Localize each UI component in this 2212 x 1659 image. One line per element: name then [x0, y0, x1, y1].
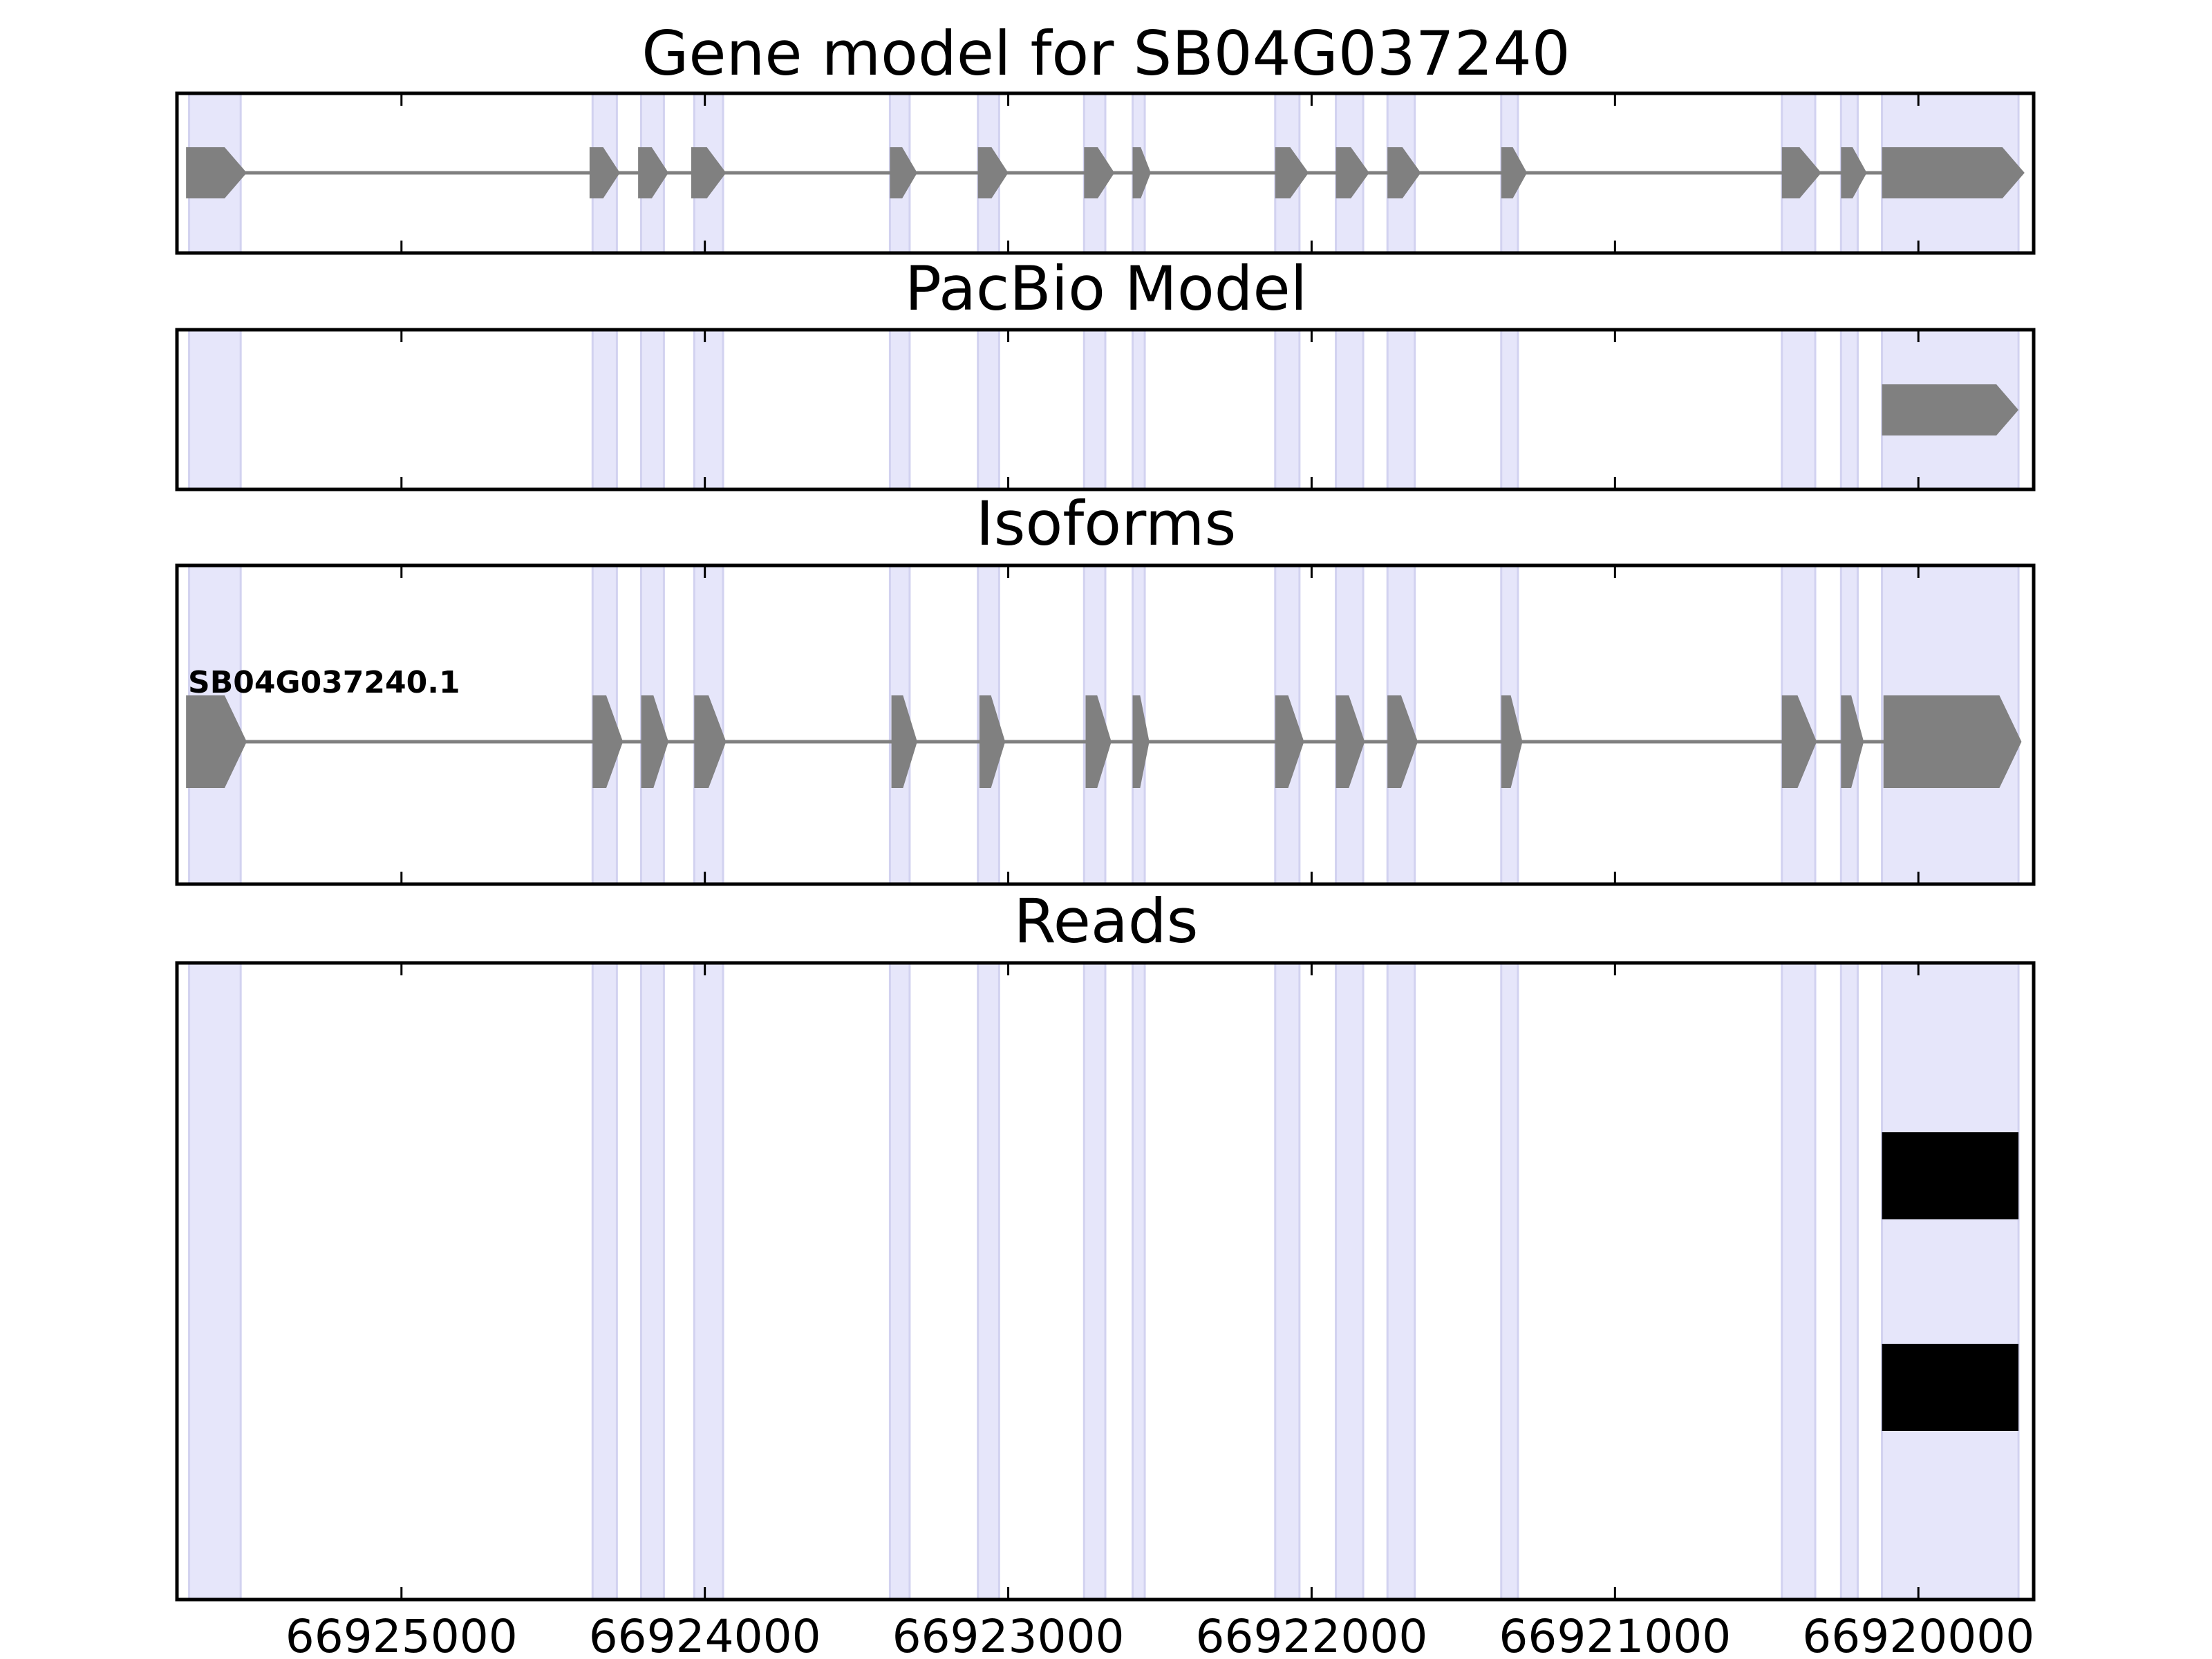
gene-model-panel: Gene model for SB04G037240 [175, 18, 2036, 255]
exon-block [1882, 147, 2025, 198]
exon-band [1274, 328, 1301, 491]
reads-frame [175, 961, 2036, 1602]
exon-block [1275, 695, 1304, 788]
exon-block [1501, 695, 1523, 788]
isoform-label: SB04G037240.1 [188, 665, 460, 700]
exon-band [591, 962, 618, 1601]
exon-block [1781, 147, 1821, 198]
exon-block [1841, 695, 1864, 788]
reads-ticks [400, 963, 1920, 1600]
read-bar [1882, 1132, 2019, 1219]
exon-block [1132, 695, 1150, 788]
exon-band [1082, 328, 1107, 491]
exon-band [1839, 962, 1859, 1601]
exon-block [1275, 147, 1309, 198]
exon-block [641, 695, 668, 788]
exon-band [1386, 962, 1416, 1601]
isoforms-panel: Isoforms SB04G037240.1 [175, 488, 2036, 886]
x-tick-label: 66924000 [589, 1610, 821, 1659]
exon-block [1335, 147, 1369, 198]
isoform-feature-layer [186, 695, 2022, 788]
exon-block [691, 147, 727, 198]
exon-band [1082, 962, 1107, 1601]
exon-band [1500, 328, 1519, 491]
reads-panel: Reads 66925000 66924000 66923000 66922000 66… [175, 885, 2036, 1659]
exon-band [1781, 962, 1817, 1601]
exon-block [694, 695, 727, 788]
exon-band [188, 328, 242, 491]
exon-block [1501, 147, 1528, 198]
exon-band [1386, 328, 1416, 491]
exon-band-layer [188, 328, 2020, 491]
isoforms-frame [175, 563, 2036, 886]
exon-band-layer [188, 962, 2020, 1601]
exon-block [186, 147, 247, 198]
exon-block [1132, 147, 1151, 198]
x-tick-label: 66920000 [1802, 1610, 2034, 1659]
exon-band [1839, 328, 1859, 491]
exon-block [592, 695, 624, 788]
exon-band [1881, 962, 2020, 1601]
exon-band [888, 328, 911, 491]
exon-band [888, 962, 911, 1601]
exon-block [1882, 384, 2019, 435]
exon-block [1085, 695, 1112, 788]
exon-block [1387, 147, 1421, 198]
pacbio-model-title: PacBio Model [905, 253, 1307, 324]
exon-block [186, 695, 247, 788]
reads-feature-layer [1882, 1132, 2019, 1431]
exon-block [1335, 695, 1365, 788]
exon-block [589, 147, 620, 198]
isoforms-ticks [400, 565, 1920, 884]
exon-block [1781, 695, 1817, 788]
x-tick-label: 66925000 [285, 1610, 518, 1659]
exon-block [1084, 147, 1115, 198]
x-tick-label: 66923000 [892, 1610, 1125, 1659]
exon-band [1500, 962, 1519, 1601]
x-tick-label: 66922000 [1195, 1610, 1427, 1659]
gene-feature-layer [186, 147, 2025, 198]
exon-band [1132, 962, 1146, 1601]
pacbio-model-ticks [400, 330, 1920, 489]
exon-block [890, 147, 917, 198]
exon-block [979, 695, 1006, 788]
exon-block [1883, 695, 2022, 788]
exon-band [693, 328, 724, 491]
exon-band [693, 962, 724, 1601]
exon-band [188, 962, 242, 1601]
exon-band [640, 328, 665, 491]
read-bar [1882, 1344, 2019, 1431]
gene-model-frame [175, 91, 2036, 255]
exon-band [1132, 328, 1146, 491]
exon-block [1387, 695, 1418, 788]
gene-model-ticks [400, 93, 1920, 253]
exon-band [1781, 328, 1817, 491]
exon-band [977, 328, 1000, 491]
gene-model-title: Gene model for SB04G037240 [641, 18, 1571, 89]
exon-block [1841, 147, 1867, 198]
pacbio-feature-layer [1882, 384, 2019, 435]
exon-band [977, 962, 1000, 1601]
x-axis-tick-labels: 66925000 66924000 66923000 66922000 66921000… [285, 1610, 2034, 1659]
exon-band [1335, 962, 1365, 1601]
exon-block [638, 147, 668, 198]
isoforms-title: Isoforms [976, 488, 1237, 559]
pacbio-model-frame [175, 328, 2036, 491]
exon-block [891, 695, 917, 788]
exon-block [977, 147, 1009, 198]
exon-band [640, 962, 665, 1601]
exon-band [1274, 962, 1301, 1601]
x-tick-label: 66921000 [1499, 1610, 1731, 1659]
exon-band [1335, 328, 1365, 491]
exon-band [591, 328, 618, 491]
reads-title: Reads [1014, 885, 1199, 957]
pacbio-model-panel: PacBio Model [175, 253, 2036, 491]
